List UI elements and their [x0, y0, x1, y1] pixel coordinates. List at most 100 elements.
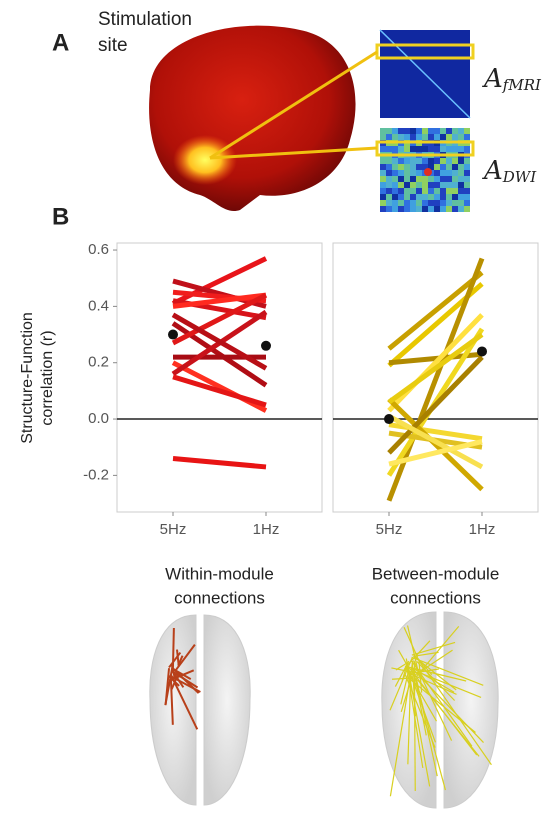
matrix-cell: [464, 146, 470, 152]
matrix-cell: [452, 188, 458, 194]
caption: Within-module: [165, 564, 274, 583]
matrix-cell: [452, 206, 458, 212]
matrix-cell: [392, 206, 398, 212]
matrix-cell: [428, 146, 434, 152]
matrix-cell: [398, 164, 404, 170]
matrix-cell: [422, 128, 428, 134]
matrix-cell: [434, 128, 440, 134]
matrix-cell: [440, 182, 446, 188]
slope-line: [173, 323, 266, 385]
matrix-cell: [404, 200, 410, 206]
matrix-cell: [416, 128, 422, 134]
matrix-cell: [446, 188, 452, 194]
matrix-cell: [452, 158, 458, 164]
page: A Stimulation site AfMRI ADWI B Structur…: [0, 0, 558, 821]
matrix-cell: [404, 206, 410, 212]
y-axis-label: Structure-Function: [19, 312, 36, 444]
matrix-label: ADWI: [482, 156, 537, 186]
matrix-cell: [416, 146, 422, 152]
matrix-cell: [428, 176, 434, 182]
matrix-cell: [398, 200, 404, 206]
matrix-cell: [440, 158, 446, 164]
matrix-cell: [458, 188, 464, 194]
matrix-cell: [416, 188, 422, 194]
stimulation-site: [173, 135, 237, 185]
matrix-cell: [440, 176, 446, 182]
matrix-label-sub: DWI: [502, 168, 537, 186]
matrix-cell: [434, 182, 440, 188]
matrix-cell: [464, 206, 470, 212]
matrix-cell: [392, 200, 398, 206]
matrix-cell: [446, 134, 452, 140]
y-tick-label: -0.2: [83, 466, 109, 483]
matrix-cell: [386, 176, 392, 182]
matrix-cell: [422, 146, 428, 152]
site-label: Stimulation: [98, 9, 192, 30]
matrix-cell: [458, 206, 464, 212]
matrix-cell: [440, 146, 446, 152]
matrix-cell: [452, 194, 458, 200]
matrix-cell: [410, 146, 416, 152]
matrix-cell: [422, 200, 428, 206]
matrix-cell: [404, 194, 410, 200]
matrix-cell: [464, 194, 470, 200]
matrix-cell: [440, 194, 446, 200]
matrix-cell: [452, 164, 458, 170]
matrix-cell: [392, 182, 398, 188]
matrix-cell: [452, 182, 458, 188]
matrix-cell: [380, 128, 386, 134]
matrix-cell: [428, 200, 434, 206]
matrix-cell: [428, 134, 434, 140]
matrix-cell: [434, 164, 440, 170]
matrix-cell: [398, 182, 404, 188]
brain-top-view: [382, 612, 498, 808]
matrix-cell: [422, 134, 428, 140]
matrix-cell: [446, 182, 452, 188]
matrix-cell: [386, 134, 392, 140]
matrix-cell: [434, 176, 440, 182]
slope-line: [389, 273, 482, 349]
matrix-cell: [386, 182, 392, 188]
panel-label: B: [52, 203, 69, 230]
matrix-cell: [464, 158, 470, 164]
matrix-cell: [446, 146, 452, 152]
matrix-cell: [410, 158, 416, 164]
matrix-cell: [458, 146, 464, 152]
matrix-cell: [458, 164, 464, 170]
matrix-cell: [404, 170, 410, 176]
matrix-cell: [452, 128, 458, 134]
matrix-label-base: A: [482, 156, 503, 186]
matrix-cell: [386, 188, 392, 194]
matrix-cell: [380, 164, 386, 170]
matrix-cell: [410, 188, 416, 194]
matrix-cell: [392, 146, 398, 152]
matrix-cell: [380, 170, 386, 176]
matrix-cell: [386, 164, 392, 170]
matrix-cell: [446, 206, 452, 212]
matrix-cell: [434, 158, 440, 164]
matrix-cell: [380, 134, 386, 140]
brain-lateral: [149, 26, 355, 211]
matrix-cell: [416, 158, 422, 164]
matrix-cell: [434, 134, 440, 140]
x-tick-label: 5Hz: [376, 521, 403, 538]
matrix-cell: [416, 194, 422, 200]
slope-line: [173, 377, 266, 405]
matrix-cell: [386, 146, 392, 152]
matrix-cell: [464, 128, 470, 134]
matrix-cell: [380, 158, 386, 164]
matrix-cell: [416, 164, 422, 170]
matrix-cell: [458, 158, 464, 164]
matrix-label: AfMRI: [482, 64, 542, 94]
matrix-cell: [386, 158, 392, 164]
matrix-cell: [464, 200, 470, 206]
slope-line: [173, 363, 266, 411]
figure: A Stimulation site AfMRI ADWI B Structur…: [0, 0, 558, 821]
matrix-cell: [386, 194, 392, 200]
matrix-cell: [458, 176, 464, 182]
caption: Between-module: [372, 564, 500, 583]
matrix-cell: [464, 164, 470, 170]
matrix-cell: [410, 182, 416, 188]
matrix-cell: [404, 182, 410, 188]
matrix-cell: [446, 170, 452, 176]
